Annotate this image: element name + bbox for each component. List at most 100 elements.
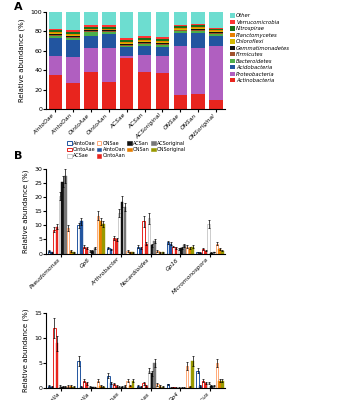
Bar: [80, 386, 83, 388]
Bar: [172, 246, 175, 254]
Bar: [94, 387, 96, 388]
Bar: [183, 245, 186, 254]
Bar: [66, 35, 80, 36]
Bar: [156, 42, 169, 43]
Bar: [145, 386, 148, 388]
Bar: [151, 245, 153, 254]
Bar: [102, 27, 116, 28]
Bar: [209, 36, 223, 46]
Bar: [209, 46, 223, 100]
Bar: [137, 246, 140, 254]
Bar: [174, 28, 187, 30]
Bar: [66, 30, 80, 32]
Bar: [59, 386, 61, 388]
Bar: [138, 44, 151, 46]
Bar: [124, 207, 126, 254]
Bar: [188, 248, 191, 254]
Bar: [49, 36, 62, 38]
Bar: [102, 12, 116, 25]
Bar: [77, 361, 80, 388]
Bar: [80, 221, 83, 254]
Bar: [66, 40, 80, 57]
Bar: [138, 41, 151, 42]
Bar: [209, 28, 223, 30]
Bar: [113, 238, 115, 254]
Bar: [129, 386, 132, 388]
Bar: [132, 380, 134, 388]
Legend: Other, Verrucomicrobia, Nitrospirae, Planctomycetes, Chloroflexi, Gemmatimonadet: Other, Verrucomicrobia, Nitrospirae, Pla…: [229, 13, 291, 84]
Bar: [159, 386, 161, 388]
Bar: [178, 249, 180, 254]
Bar: [174, 26, 187, 28]
Bar: [154, 241, 156, 254]
Bar: [84, 12, 98, 25]
Bar: [145, 244, 148, 254]
Bar: [118, 386, 121, 388]
Bar: [59, 196, 61, 254]
Bar: [216, 244, 218, 254]
Bar: [191, 48, 205, 94]
Bar: [49, 28, 62, 30]
Bar: [66, 83, 80, 109]
Bar: [67, 386, 69, 388]
Bar: [84, 28, 98, 30]
Bar: [151, 373, 153, 388]
Bar: [94, 248, 96, 254]
Bar: [66, 36, 80, 37]
Bar: [148, 370, 150, 388]
Bar: [118, 213, 121, 254]
Bar: [156, 384, 159, 388]
Bar: [191, 28, 205, 30]
Bar: [156, 47, 169, 56]
Bar: [191, 25, 205, 27]
Bar: [120, 56, 134, 58]
Bar: [49, 12, 62, 28]
Bar: [191, 24, 205, 25]
Text: A: A: [14, 2, 23, 12]
Bar: [209, 30, 223, 32]
Bar: [167, 384, 169, 388]
Bar: [140, 386, 142, 388]
Bar: [156, 73, 169, 109]
Bar: [102, 25, 116, 27]
Bar: [102, 224, 105, 254]
Bar: [115, 240, 118, 254]
Bar: [48, 386, 50, 388]
Bar: [207, 383, 210, 388]
Bar: [102, 48, 116, 82]
Legend: AintoOae, OintoAae, ACSae, ONSae, AintoOan, OintoAan, ACSan, ONSan, ACSoriginal,: AintoOae, OintoAae, ACSae, ONSae, AintoO…: [67, 140, 186, 159]
Bar: [120, 40, 134, 42]
Bar: [132, 252, 134, 254]
Bar: [102, 82, 116, 109]
Bar: [174, 12, 187, 25]
Bar: [126, 251, 129, 254]
Bar: [174, 25, 187, 26]
Bar: [138, 42, 151, 43]
Bar: [156, 56, 169, 73]
Bar: [156, 45, 169, 47]
Bar: [218, 380, 221, 388]
Bar: [84, 48, 98, 72]
Bar: [174, 95, 187, 109]
Bar: [84, 32, 98, 36]
Bar: [138, 38, 151, 40]
Bar: [188, 386, 191, 388]
Bar: [72, 386, 75, 388]
Bar: [213, 252, 215, 254]
Bar: [53, 230, 56, 254]
Bar: [129, 252, 132, 254]
Bar: [199, 253, 202, 254]
Bar: [70, 251, 72, 254]
Bar: [66, 12, 80, 30]
Bar: [156, 251, 159, 254]
Bar: [84, 27, 98, 28]
Bar: [49, 35, 62, 36]
Bar: [148, 218, 150, 254]
Bar: [191, 27, 205, 28]
Bar: [83, 246, 85, 254]
Bar: [209, 32, 223, 34]
Bar: [66, 57, 80, 83]
Bar: [138, 12, 151, 36]
Bar: [156, 43, 169, 44]
Bar: [221, 251, 223, 254]
